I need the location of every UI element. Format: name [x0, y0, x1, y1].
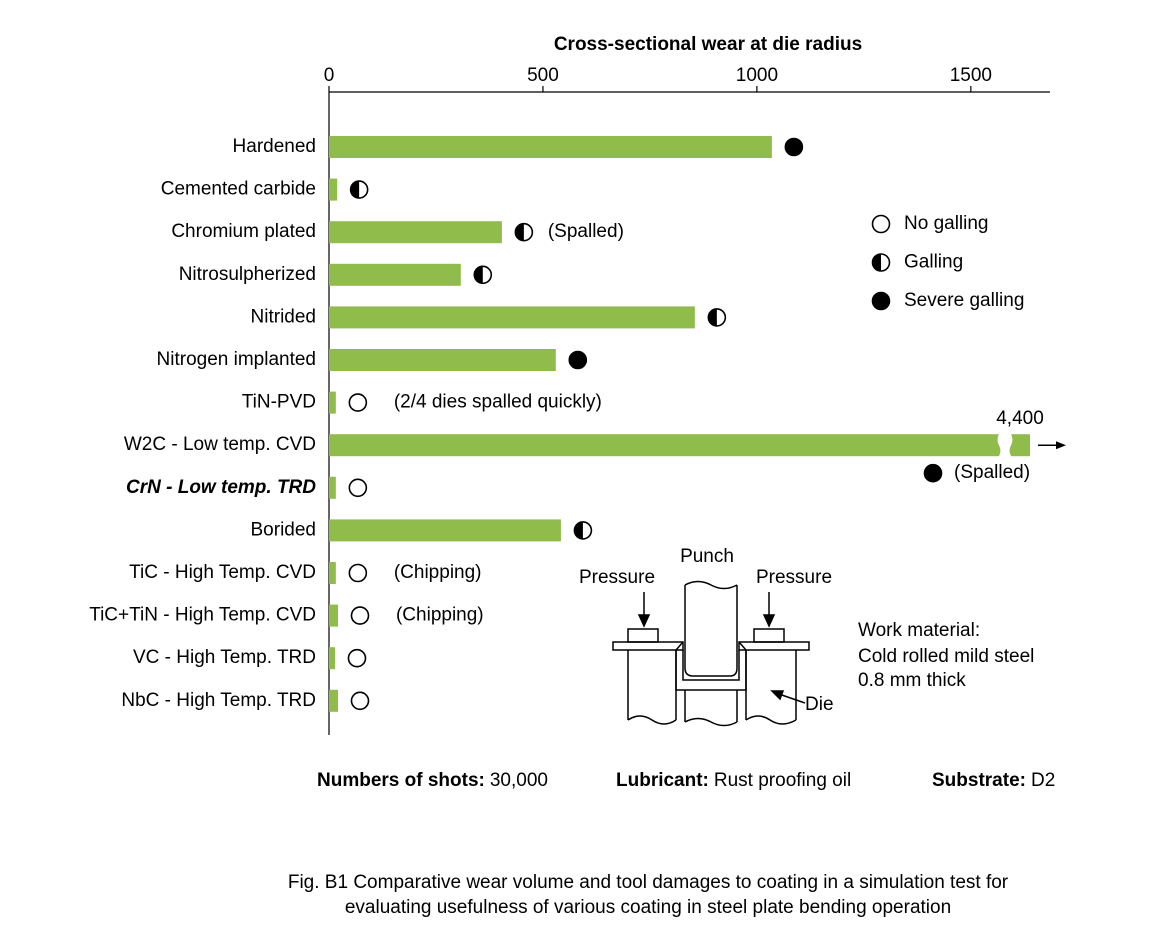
- bar: [329, 519, 561, 542]
- bar: [329, 562, 336, 584]
- y-tick-label: TiC+TiN - High Temp. CVD: [89, 605, 316, 626]
- y-tick-label: Nitrogen implanted: [157, 349, 316, 370]
- inset-label: Cold rolled mild steel: [858, 646, 1034, 667]
- inset-label: Pressure: [579, 567, 655, 588]
- bar: [329, 349, 556, 371]
- bar: [329, 306, 695, 329]
- marker-circle: [871, 214, 891, 234]
- bar: [329, 434, 1030, 457]
- galling-marker: [348, 393, 368, 412]
- marker-circle: [871, 291, 891, 311]
- galling-marker: [348, 478, 368, 498]
- marker-circle: [348, 563, 368, 583]
- bar-break: [997, 433, 1013, 458]
- galling-marker: [871, 291, 891, 311]
- annotation: (Spalled): [954, 462, 1030, 483]
- y-tick-label: Nitrided: [251, 306, 316, 327]
- y-tick-label: W2C - Low temp. CVD: [124, 434, 316, 455]
- condition: Substrate: D2: [932, 770, 1055, 791]
- bar: [329, 689, 338, 712]
- marker-circle: [923, 463, 943, 483]
- marker-circle: [350, 691, 370, 711]
- marker-circle: [348, 478, 368, 498]
- galling-marker: [347, 648, 367, 668]
- y-tick-label: NbC - High Temp. TRD: [121, 690, 316, 711]
- condition: Lubricant: Rust proofing oil: [616, 770, 851, 791]
- overflow-arrowhead: [1056, 441, 1066, 450]
- galling-marker: [784, 137, 804, 157]
- bar: [329, 604, 338, 627]
- galling-marker: [514, 222, 534, 242]
- x-tick-label: 500: [527, 65, 559, 86]
- bar: [329, 178, 338, 201]
- bar: [329, 476, 336, 499]
- annotation: (2/4 dies spalled quickly): [394, 392, 602, 413]
- galling-marker: [568, 350, 588, 370]
- marker-circle: [568, 350, 588, 370]
- x-tick-label: 1500: [950, 65, 992, 86]
- galling-marker: [871, 214, 891, 234]
- condition: Numbers of shots: 30,000: [317, 770, 548, 791]
- inset-label: Pressure: [756, 567, 832, 588]
- marker-circle: [347, 648, 367, 668]
- condition-label: Lubricant:: [616, 770, 709, 791]
- y-tick-label: Hardened: [233, 136, 316, 157]
- bar: [329, 647, 335, 670]
- y-tick-label: VC - High Temp. TRD: [133, 647, 316, 668]
- value-label: 4,400: [996, 408, 1044, 429]
- marker-circle: [348, 393, 368, 412]
- condition-label: Substrate:: [932, 770, 1026, 791]
- annotation: (Spalled): [548, 221, 624, 242]
- x-tick-label: 0: [324, 65, 335, 86]
- y-tick-label: CrN - Low temp. TRD: [126, 477, 316, 498]
- x-tick-label: 1000: [736, 65, 778, 86]
- bar: [329, 136, 772, 158]
- condition-label: Numbers of shots:: [317, 770, 485, 791]
- marker-half: [872, 254, 881, 271]
- caption: evaluating usefulness of various coating…: [345, 897, 951, 918]
- y-tick-label: TiN-PVD: [242, 392, 316, 413]
- galling-marker: [350, 606, 370, 625]
- caption: Fig. B1 Comparative wear volume and tool…: [288, 872, 1009, 893]
- galling-marker: [707, 308, 727, 327]
- condition-value: Rust proofing oil: [714, 770, 851, 791]
- marker-half: [474, 266, 483, 284]
- axis-title: Cross-sectional wear at die radius: [554, 34, 862, 55]
- y-tick-label: Borided: [251, 519, 317, 540]
- galling-marker: [871, 253, 891, 272]
- galling-marker: [349, 180, 369, 199]
- marker-half: [515, 223, 524, 241]
- y-tick-label: Cemented carbide: [161, 179, 316, 200]
- legend-label: Galling: [904, 252, 963, 273]
- condition-value: 30,000: [490, 770, 548, 791]
- condition-value: D2: [1031, 770, 1055, 791]
- y-tick-label: Nitrosulpherized: [179, 264, 316, 285]
- bar: [329, 391, 336, 414]
- annotation: (Chipping): [396, 605, 484, 626]
- bar: [329, 221, 502, 244]
- annotation: (Chipping): [394, 562, 482, 583]
- y-tick-label: TiC - High Temp. CVD: [129, 562, 316, 583]
- inset-label: 0.8 mm thick: [858, 670, 966, 691]
- galling-marker: [350, 691, 370, 711]
- galling-marker: [573, 521, 593, 540]
- marker-half: [574, 521, 583, 539]
- y-tick-label: Chromium plated: [171, 221, 316, 242]
- galling-marker: [923, 463, 943, 483]
- marker-half: [708, 308, 717, 326]
- inset-diagram: [612, 580, 810, 727]
- bar: [329, 263, 461, 286]
- marker-half: [350, 181, 360, 199]
- galling-marker: [348, 563, 368, 583]
- legend-label: Severe galling: [904, 290, 1024, 311]
- inset-label: Work material:: [858, 620, 980, 641]
- inset-label: Die: [805, 694, 834, 715]
- legend-label: No galling: [904, 213, 989, 234]
- marker-circle: [350, 606, 370, 625]
- marker-circle: [784, 137, 804, 157]
- inset-label: Punch: [680, 546, 734, 567]
- galling-marker: [473, 265, 493, 285]
